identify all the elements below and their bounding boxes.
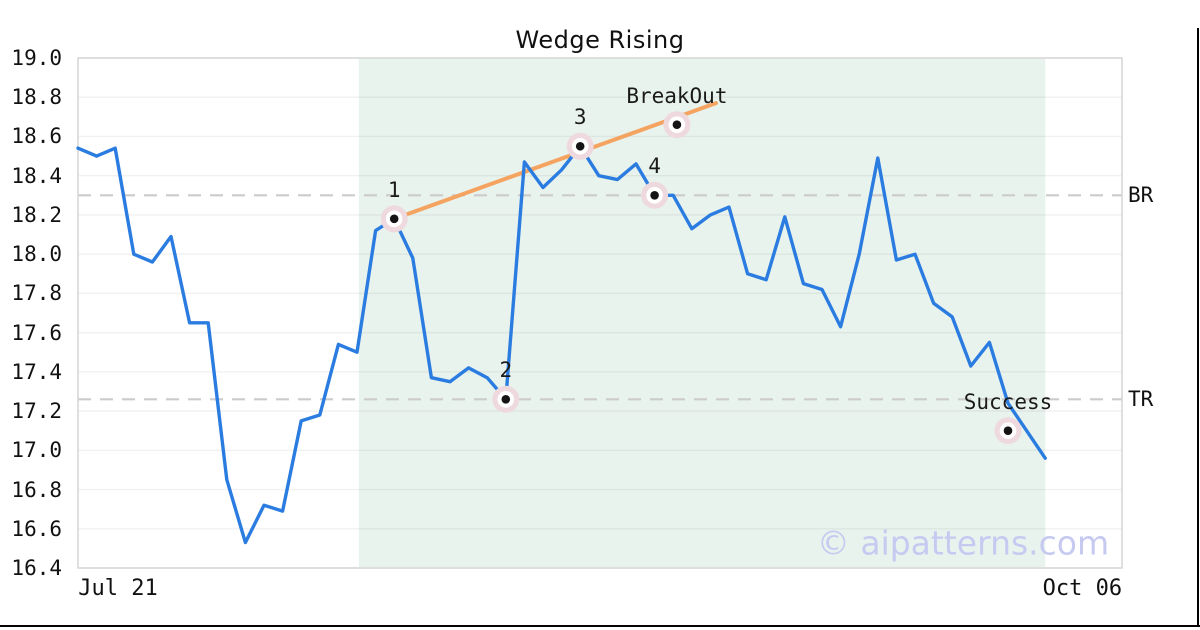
- marker-dot: [575, 141, 585, 151]
- annotation-label-1: 1: [387, 177, 401, 202]
- x-tick-label: Jul 21: [78, 576, 158, 601]
- annotation-label-2: 2: [499, 358, 513, 383]
- marker-dot: [1003, 426, 1013, 435]
- axes-spines: [77, 57, 1123, 569]
- annotation-label-breakout: BreakOut: [626, 83, 728, 108]
- level-label-tr: TR: [1128, 387, 1154, 412]
- pattern-region-shade: [358, 59, 1046, 567]
- y-tick-label: 16.6: [11, 516, 62, 541]
- x-tick-label: Oct 06: [1042, 576, 1123, 601]
- y-tick-label: 18.8: [11, 85, 62, 110]
- y-tick-label: 16.8: [11, 477, 62, 502]
- y-tick-label: 18.2: [11, 202, 62, 227]
- right-border-line: [1197, 28, 1199, 627]
- level-label-br: BR: [1128, 183, 1154, 208]
- annotation-label-4: 4: [648, 154, 661, 179]
- y-tick-label: 17.0: [11, 438, 62, 463]
- annotation-label-success: Success: [963, 389, 1053, 414]
- bottom-border-line: [0, 625, 1200, 627]
- y-tick-label: 18.6: [11, 124, 62, 149]
- chart-title: Wedge Rising: [515, 26, 685, 54]
- trend-line: [392, 101, 718, 221]
- marker-dot: [650, 191, 659, 200]
- y-tick-label: 19.0: [11, 46, 62, 70]
- y-tick-label: 17.6: [11, 320, 62, 345]
- y-tick-label: 17.4: [11, 359, 62, 384]
- y-tick-label: 18.0: [11, 242, 62, 267]
- marker-dot: [501, 395, 511, 404]
- y-tick-label: 17.2: [11, 399, 62, 424]
- watermark-text: © aipatterns.com: [816, 523, 1110, 563]
- y-tick-label: 17.8: [11, 281, 62, 306]
- y-tick-label: 16.4: [11, 556, 62, 580]
- annotation-label-3: 3: [573, 105, 587, 130]
- price-line: [76, 144, 1047, 545]
- marker-dot: [672, 120, 682, 129]
- y-tick-label: 18.4: [11, 163, 62, 188]
- marker-dot: [389, 214, 399, 224]
